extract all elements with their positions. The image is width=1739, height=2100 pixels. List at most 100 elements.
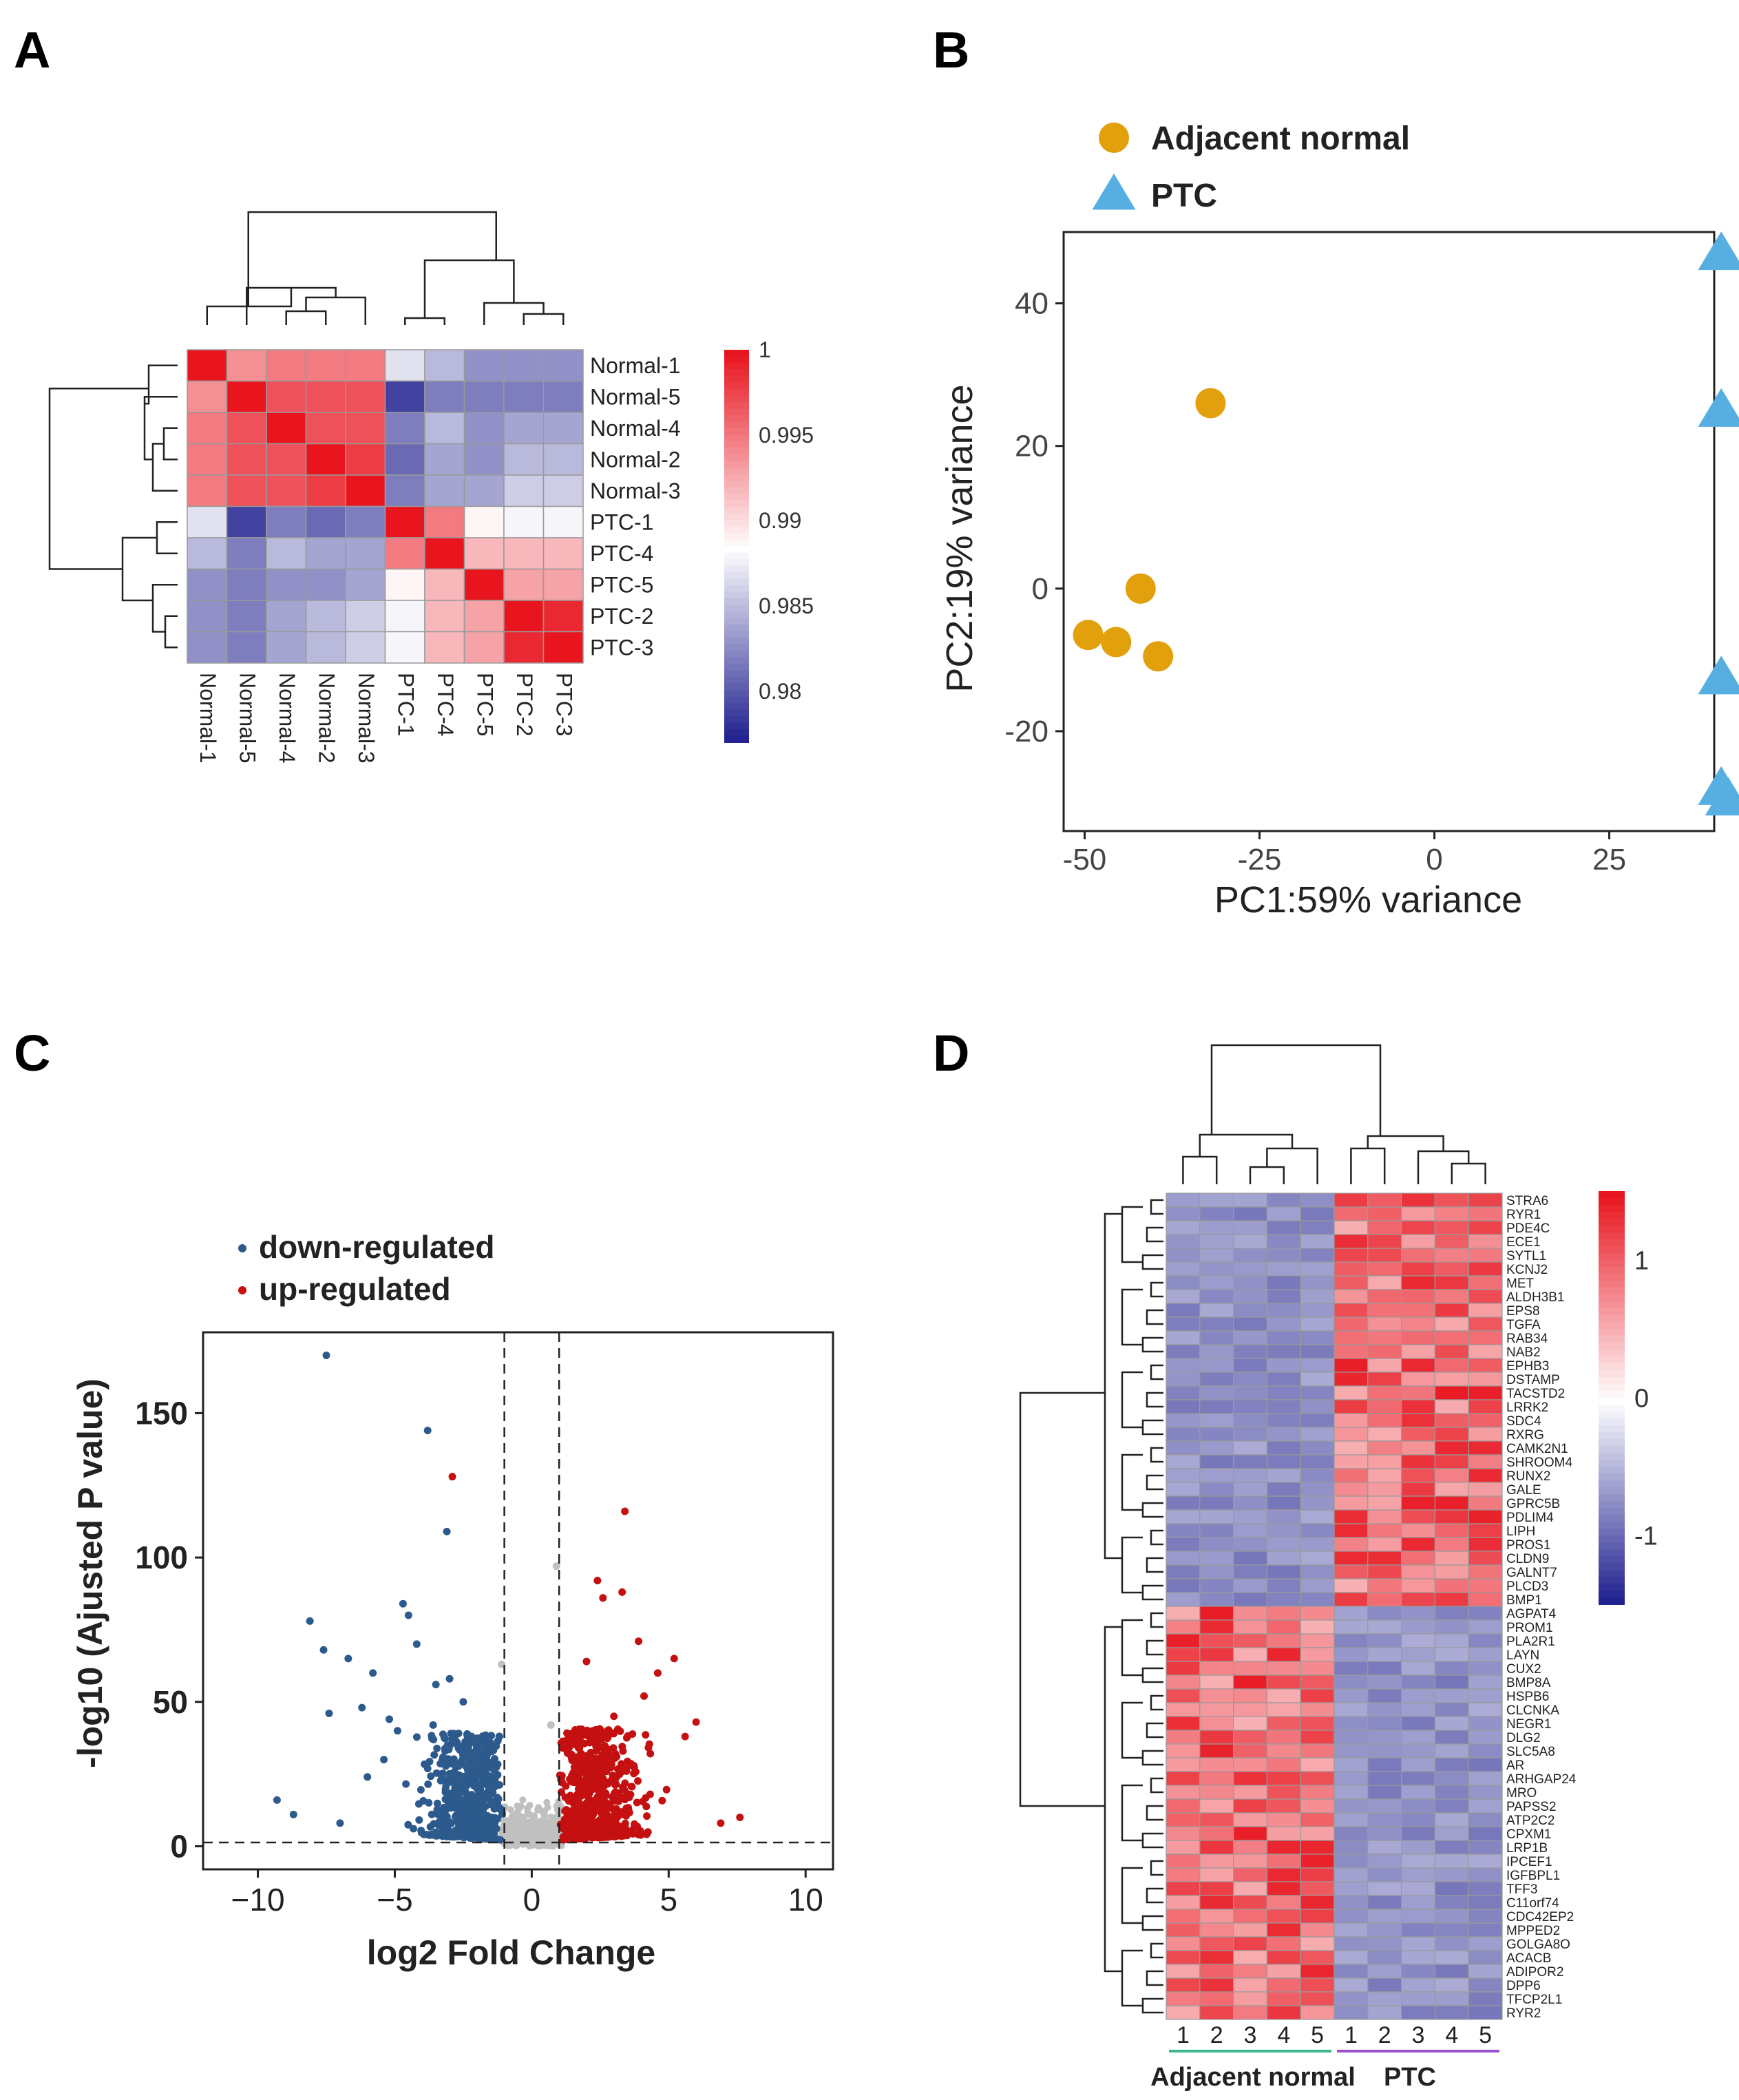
volcano-point-down [479, 1776, 487, 1784]
gene-heatmap-cell [1166, 1936, 1201, 1951]
gene-heatmap-cell [1468, 1220, 1503, 1235]
volcano-point-down [452, 1789, 460, 1797]
panel-d-colorbar-segment [1599, 1597, 1625, 1605]
gene-heatmap-cell [1468, 1303, 1503, 1318]
gene-heatmap-cell [1166, 1330, 1201, 1345]
panel-d-colorbar-segment [1599, 1329, 1625, 1336]
gene-heatmap-cell [1232, 1206, 1267, 1221]
gene-heatmap-cell [1300, 1936, 1335, 1951]
panel-d-colorbar-segment [1599, 1570, 1625, 1577]
gene-heatmap-cell [1367, 1482, 1402, 1497]
volcano-point-down [463, 1766, 472, 1774]
volcano-point-up [619, 1783, 627, 1792]
gene-heatmap-cell [1434, 1440, 1469, 1456]
pca-legend-symbol-adjacent-normal [1099, 123, 1129, 153]
gene-heatmap-cell [1266, 2005, 1301, 2020]
gene-heatmap-cell [1166, 1798, 1201, 1814]
volcano-point-down [306, 1617, 314, 1625]
gene-heatmap-cell [1199, 1730, 1234, 1745]
volcano-point-down [459, 1698, 467, 1706]
panel-d-colorbar-segment [1599, 1253, 1625, 1261]
gene-heatmap-cell [1232, 1427, 1267, 1442]
gene-heatmap-cell [1199, 1867, 1234, 1882]
gene-heatmap-cell [1468, 1798, 1503, 1814]
gene-heatmap-cell [1400, 1578, 1435, 1593]
panel-a-colorbar-segment [724, 395, 749, 403]
gene-heatmap-cell [1400, 1881, 1435, 1896]
gene-heatmap-cell [1300, 1358, 1335, 1373]
pca-x-tick-label: -25 [1238, 843, 1282, 876]
volcano-point-up [578, 1786, 587, 1794]
volcano-point-down [410, 1825, 418, 1833]
gene-heatmap-cell [1334, 1606, 1369, 1621]
gene-heatmap-cell [1300, 1771, 1335, 1786]
gene-heatmap-cell [1468, 1730, 1503, 1745]
volcano-point-up [640, 1692, 648, 1700]
gene-heatmap-row-dendrogram-branch [1141, 1832, 1163, 1849]
panel-a-colorbar-segment [724, 585, 749, 593]
sample-column-label: 5 [1311, 2022, 1324, 2048]
gene-heatmap-cell [1199, 1551, 1234, 1566]
heatmap-cell [463, 443, 505, 476]
gene-heatmap-cell [1334, 1688, 1369, 1703]
gene-heatmap-column-dendrogram-branch [1417, 1150, 1470, 1184]
volcano-point-down [468, 1808, 476, 1816]
gene-heatmap-cell [1300, 1344, 1335, 1359]
panel-d-colorbar-segment [1599, 1535, 1625, 1543]
gene-heatmap-cell [1468, 1922, 1503, 1938]
gene-heatmap-cell [1199, 1950, 1234, 1965]
gene-label: PLA2R1 [1506, 1635, 1555, 1649]
gene-heatmap-row-dendrogram-branch [1019, 1392, 1105, 1807]
gene-heatmap-row-dendrogram-branch [1121, 1701, 1143, 1759]
gene-heatmap-cell [1367, 1909, 1402, 1924]
gene-heatmap-cell [1199, 1743, 1234, 1758]
gene-heatmap-cell [1199, 1399, 1234, 1414]
panel-a-colorbar-segment [724, 657, 749, 664]
heatmap-cell [266, 349, 307, 382]
gene-heatmap-cell [1334, 1330, 1369, 1345]
heatmap-cell [226, 505, 267, 538]
panel-a-colorbar-segment [724, 481, 749, 488]
heatmap-cell [424, 412, 465, 445]
gene-heatmap-cell [1434, 1523, 1469, 1538]
gene-heatmap-row-dendrogram-branch [1150, 1694, 1163, 1711]
volcano-point-up [575, 1767, 583, 1775]
gene-heatmap-cell [1266, 1977, 1301, 1993]
gene-heatmap-cell [1199, 1537, 1234, 1552]
volcano-point-down [484, 1761, 492, 1770]
gene-heatmap-cell [1334, 1220, 1369, 1235]
volcano-point-up [587, 1808, 596, 1816]
gene-heatmap-cell [1166, 1564, 1201, 1579]
gene-heatmap-cell [1266, 1193, 1301, 1208]
gene-heatmap-cell [1232, 1730, 1267, 1745]
panel-d-colorbar-segment [1599, 1556, 1625, 1564]
gene-heatmap-cell [1367, 1716, 1402, 1731]
gene-heatmap-cell [1367, 1771, 1402, 1786]
gene-heatmap-cell [1468, 1950, 1503, 1965]
panel-d-colorbar-segment [1599, 1508, 1625, 1515]
gene-label: GALNT7 [1506, 1566, 1557, 1580]
volcano-point-up [605, 1800, 613, 1808]
volcano-point-down [487, 1800, 495, 1809]
gene-heatmap-cell [1334, 1482, 1369, 1497]
gene-heatmap-cell [1232, 1482, 1267, 1497]
panel-a-colorbar-segment [724, 363, 749, 370]
group-label-adjacent-normal: Adjacent normal [1150, 2063, 1356, 2092]
gene-heatmap-cell [1266, 1275, 1301, 1290]
gene-heatmap-cell [1166, 1578, 1201, 1593]
volcano-point-up [643, 1812, 651, 1820]
row-label: Normal-2 [590, 447, 681, 472]
gene-heatmap-cell [1434, 1482, 1469, 1497]
volcano-point-down [289, 1810, 297, 1818]
gene-heatmap-column-dendrogram-branch [1182, 1155, 1218, 1184]
gene-heatmap-cell [1166, 1537, 1201, 1552]
panel-d-colorbar-segment [1599, 1226, 1625, 1233]
gene-heatmap-column-dendrogram-branch [1210, 1044, 1382, 1136]
volcano-point-up [591, 1771, 599, 1779]
gene-heatmap-cell [1266, 1674, 1301, 1690]
gene-heatmap-cell [1468, 1427, 1503, 1442]
gene-heatmap-cell [1300, 1688, 1335, 1703]
gene-heatmap-cell [1232, 1468, 1267, 1483]
panel-a-colorbar-segment [724, 624, 749, 632]
heatmap-cell [503, 474, 545, 507]
